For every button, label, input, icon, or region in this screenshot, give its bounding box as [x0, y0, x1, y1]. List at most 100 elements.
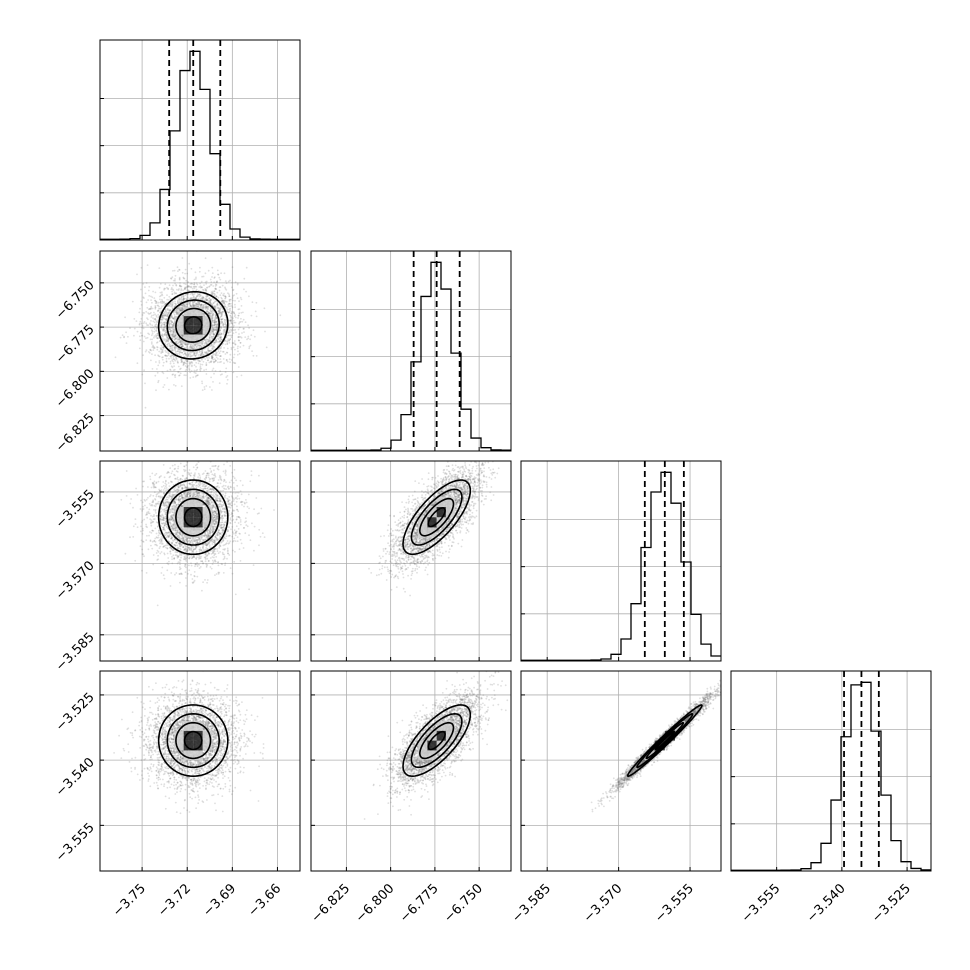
sample-point [158, 532, 161, 535]
sample-point [219, 336, 222, 339]
sample-point [237, 314, 240, 317]
sample-point [215, 317, 218, 319]
sample-point [161, 356, 163, 359]
sample-point [224, 300, 227, 303]
sample-point [189, 305, 192, 307]
sample-point [190, 267, 193, 270]
sample-point [174, 278, 176, 280]
sample-point [142, 480, 144, 483]
sample-point [195, 361, 198, 364]
sample-point [160, 515, 162, 518]
sample-point [181, 307, 184, 310]
sample-point [196, 492, 199, 495]
sample-point [175, 310, 178, 312]
sample-point [150, 342, 153, 345]
sample-point [238, 333, 240, 335]
sample-point [209, 298, 212, 301]
sample-point [156, 337, 159, 340]
sample-point [189, 474, 192, 477]
sample-point [220, 318, 223, 321]
sample-point [182, 483, 185, 486]
sample-point [189, 344, 192, 346]
sample-point [211, 337, 214, 340]
sample-point [153, 514, 155, 516]
sample-point [228, 303, 231, 305]
sample-point [145, 301, 148, 304]
sample-point [210, 307, 212, 310]
sample-point [179, 282, 181, 284]
sample-point [216, 499, 219, 502]
sample-point [213, 319, 216, 321]
sample-point [215, 520, 217, 522]
sample-point [175, 310, 177, 313]
sample-point [149, 518, 152, 521]
sample-point [208, 312, 211, 315]
sample-point [162, 508, 164, 511]
sample-point [196, 565, 199, 568]
sample-point [203, 303, 206, 306]
sample-point [248, 588, 251, 591]
sample-point [170, 365, 173, 368]
sample-point [208, 335, 211, 338]
sample-point [213, 333, 215, 336]
sample-point [211, 272, 214, 275]
sample-point [162, 334, 165, 336]
sample-point [172, 317, 175, 320]
sample-point [214, 315, 217, 318]
sample-point [209, 278, 212, 281]
sample-point [163, 338, 166, 340]
sample-point [169, 328, 171, 331]
density-cell [174, 325, 184, 335]
sample-point [210, 502, 213, 504]
sample-point [141, 527, 144, 530]
sample-point [195, 288, 198, 291]
sample-point [168, 324, 171, 326]
sample-point [210, 538, 213, 541]
sample-point [210, 283, 213, 286]
sample-point [153, 509, 155, 511]
sample-point [169, 316, 172, 319]
sample-point [195, 305, 198, 308]
sample-point [153, 318, 156, 321]
sample-point [218, 571, 221, 574]
sample-point [213, 333, 215, 336]
sample-point [207, 301, 210, 304]
sample-point [223, 319, 226, 321]
sample-point [217, 338, 220, 341]
sample-point [144, 286, 146, 288]
sample-point [171, 321, 174, 323]
sample-point [218, 311, 221, 313]
sample-point [178, 338, 181, 341]
sample-point [179, 339, 182, 342]
sample-point [218, 289, 221, 292]
sample-point [212, 335, 215, 338]
sample-point [215, 339, 218, 342]
sample-point [212, 525, 214, 528]
sample-point [228, 506, 231, 508]
sample-point [217, 335, 220, 338]
sample-point [214, 560, 217, 563]
sample-point [213, 358, 216, 360]
sample-point [211, 343, 214, 346]
sample-point [209, 360, 212, 363]
sample-point [223, 525, 226, 527]
sample-point [223, 302, 225, 304]
sample-point [208, 497, 210, 500]
sample-point [176, 529, 179, 531]
sample-point [219, 311, 222, 314]
sample-point [174, 538, 176, 541]
sample-point [156, 368, 158, 370]
sample-point [178, 296, 180, 299]
sample-point [213, 523, 216, 525]
sample-point [238, 336, 241, 338]
sample-point [176, 311, 179, 314]
sample-point [226, 530, 229, 533]
sample-point [153, 311, 155, 314]
sample-point [176, 308, 179, 310]
sample-point [217, 312, 220, 315]
sample-point [185, 555, 188, 557]
sample-point [229, 353, 232, 356]
sample-point [205, 373, 208, 375]
sample-point [195, 352, 198, 354]
sample-point [191, 292, 193, 295]
